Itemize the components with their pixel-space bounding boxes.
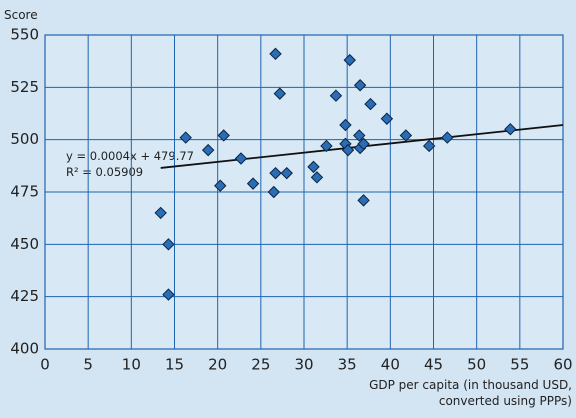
x-tick-label: 45 xyxy=(424,356,443,374)
point xyxy=(154,206,167,220)
point xyxy=(217,129,230,142)
x-tick-label: 10 xyxy=(122,356,141,374)
point xyxy=(357,137,370,151)
x-tick-label: 50 xyxy=(467,356,486,374)
point xyxy=(269,47,282,61)
point xyxy=(273,87,287,100)
x-tick-label: 35 xyxy=(338,356,357,374)
point xyxy=(162,238,175,251)
point xyxy=(353,129,366,142)
y-tick-label: 550 xyxy=(10,26,39,44)
x-tick-label: 60 xyxy=(553,356,572,374)
point xyxy=(307,160,320,174)
point xyxy=(399,129,413,142)
point xyxy=(320,139,333,153)
point xyxy=(353,79,367,92)
x-tick-label: 20 xyxy=(208,356,227,374)
r-squared: R² = 0.05909 xyxy=(66,165,143,179)
point xyxy=(504,122,517,136)
equation: y = 0.0004x + 479.77 xyxy=(66,149,194,163)
plot-border xyxy=(44,34,564,350)
y-tick-label: 400 xyxy=(10,340,39,358)
y-tick-label: 475 xyxy=(10,183,39,201)
point xyxy=(341,143,355,157)
point xyxy=(269,166,282,180)
point xyxy=(162,288,175,301)
point xyxy=(343,53,356,67)
point xyxy=(310,171,324,184)
point xyxy=(422,139,436,153)
x-tick-label: 30 xyxy=(294,356,313,374)
x-tick-label: 40 xyxy=(381,356,400,374)
x-tick-label: 25 xyxy=(251,356,270,374)
y-tick-label: 450 xyxy=(10,235,39,253)
point xyxy=(339,118,352,132)
y-tick-label: 525 xyxy=(10,78,39,96)
point xyxy=(380,112,394,125)
x-tick-label: 5 xyxy=(83,356,93,374)
point xyxy=(364,97,377,111)
point xyxy=(234,152,248,165)
x-tick-label: 0 xyxy=(40,356,50,374)
point xyxy=(214,179,227,192)
point xyxy=(280,166,293,180)
point xyxy=(201,143,215,157)
y-tick-label: 500 xyxy=(10,130,39,148)
point xyxy=(267,185,280,199)
point xyxy=(441,131,454,144)
x-axis-label: GDP per capita (in thousand USD, xyxy=(369,378,572,392)
y-tick-label: 425 xyxy=(10,287,39,305)
point xyxy=(357,194,370,207)
x-tick-label: 55 xyxy=(510,356,529,374)
y-axis-label: Score xyxy=(4,8,38,22)
x-tick-label: 15 xyxy=(165,356,184,374)
point xyxy=(246,177,260,190)
point xyxy=(329,89,343,102)
x-axis-label: converted using PPPs) xyxy=(439,394,572,408)
point xyxy=(179,131,192,144)
